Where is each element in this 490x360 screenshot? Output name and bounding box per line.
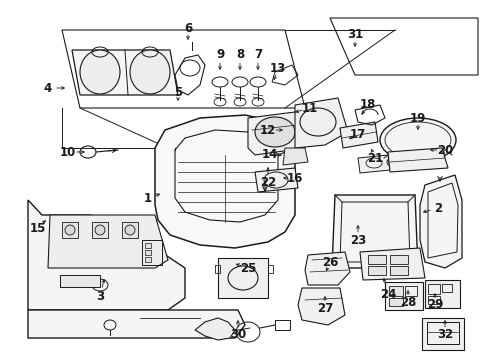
Polygon shape [28,200,185,310]
Text: 17: 17 [350,129,366,141]
Text: 28: 28 [400,296,416,309]
Polygon shape [48,215,168,268]
Bar [422,318,464,350]
Bar [145,250,151,255]
Text: 12: 12 [260,123,276,136]
Bar [122,222,138,238]
Bar [390,255,408,264]
Text: 5: 5 [174,85,182,99]
Ellipse shape [130,50,170,94]
Polygon shape [298,288,345,325]
Text: 30: 30 [230,328,246,342]
Bar [145,243,151,248]
Text: 9: 9 [216,49,224,62]
Text: 29: 29 [427,298,443,311]
Bar [427,322,459,344]
Text: 22: 22 [260,175,276,189]
Text: 10: 10 [60,145,76,158]
Ellipse shape [255,117,295,147]
Bar [145,257,151,262]
Text: 26: 26 [322,256,338,269]
Text: 27: 27 [317,302,333,315]
Text: 32: 32 [437,328,453,342]
Text: 11: 11 [302,102,318,114]
Bar [405,286,417,296]
Bar [368,266,386,275]
Text: 21: 21 [367,152,383,165]
Polygon shape [295,98,348,148]
Bar [390,266,408,275]
Bar [425,280,460,308]
Text: 23: 23 [350,234,366,247]
Polygon shape [255,168,298,192]
Bar [142,240,162,265]
Polygon shape [420,175,462,268]
Polygon shape [388,148,448,172]
Text: 18: 18 [360,99,376,112]
Polygon shape [155,115,295,248]
Polygon shape [72,50,178,95]
Bar [218,258,268,298]
Ellipse shape [95,225,105,235]
Polygon shape [195,318,235,340]
Bar [62,222,78,238]
Text: 7: 7 [254,49,262,62]
Bar [389,286,403,296]
Text: 31: 31 [347,28,363,41]
Polygon shape [332,195,418,268]
Bar [215,265,220,273]
Text: 13: 13 [270,62,286,75]
Text: 19: 19 [410,112,426,125]
Polygon shape [358,155,390,173]
Bar [428,296,440,304]
Polygon shape [340,122,378,148]
Text: 8: 8 [236,49,244,62]
Text: 3: 3 [96,289,104,302]
Bar [389,298,403,306]
Polygon shape [248,112,305,155]
Polygon shape [283,148,308,165]
Bar [385,282,423,310]
Ellipse shape [80,50,120,94]
Ellipse shape [65,225,75,235]
Bar [368,255,386,264]
Text: 14: 14 [262,148,278,162]
Text: 4: 4 [44,81,52,94]
Polygon shape [360,248,425,280]
Text: 24: 24 [380,288,396,302]
Polygon shape [305,252,350,285]
Text: 6: 6 [184,22,192,35]
Bar [268,265,273,273]
Text: 16: 16 [287,171,303,184]
Bar [92,222,108,238]
Bar [428,284,440,294]
Polygon shape [28,310,245,338]
Bar [442,284,452,292]
Bar [275,320,290,330]
Text: 20: 20 [437,144,453,157]
Ellipse shape [380,118,456,162]
Text: 1: 1 [144,192,152,204]
Ellipse shape [125,225,135,235]
Text: 15: 15 [30,221,46,234]
Bar [60,275,100,287]
Text: 2: 2 [434,202,442,215]
Text: 25: 25 [240,261,256,274]
